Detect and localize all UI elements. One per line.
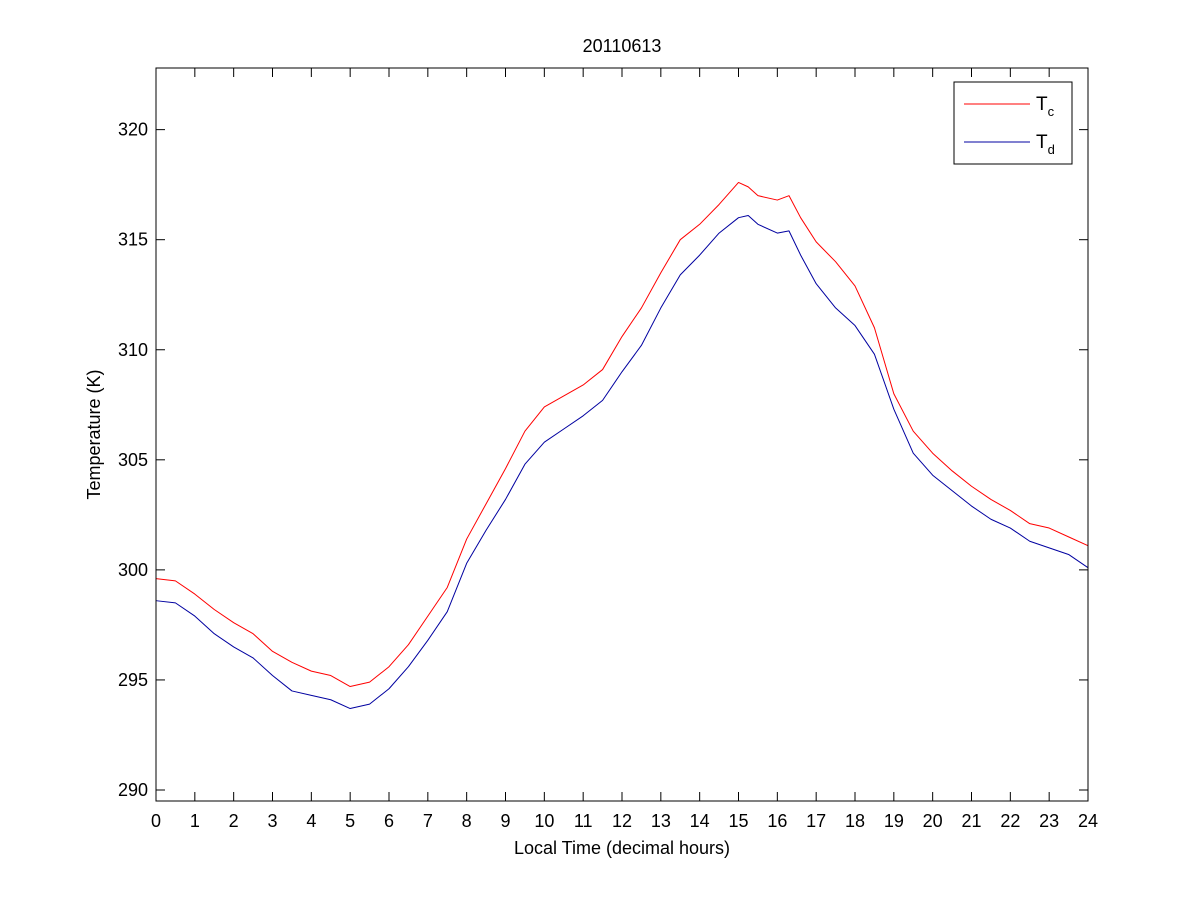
x-tick-label: 13 xyxy=(651,811,671,831)
x-tick-label: 12 xyxy=(612,811,632,831)
legend-label-tc: Tc xyxy=(1036,94,1055,119)
legend-box xyxy=(953,81,1073,165)
y-tick-label: 315 xyxy=(118,230,148,250)
plot-area xyxy=(156,68,1088,801)
x-tick-label: 19 xyxy=(884,811,904,831)
legend-label-td-main: T xyxy=(1036,132,1048,153)
x-tick-label: 9 xyxy=(500,811,510,831)
x-tick-label: 23 xyxy=(1039,811,1059,831)
ticks-layer: 0 1 2 3 4 5 6 7 8 9 10 11 12 13 14 15 16 17 18 19 20 21 22 23 24… xyxy=(118,68,1098,831)
y-tick-label: 300 xyxy=(118,560,148,580)
legend-label-td-sub: d xyxy=(1048,142,1055,157)
x-tick-label: 10 xyxy=(534,811,554,831)
x-axis-label: Local Time (decimal hours) xyxy=(514,838,730,858)
x-tick-label: 17 xyxy=(806,811,826,831)
x-tick-label: 16 xyxy=(767,811,787,831)
x-tick-label: 4 xyxy=(306,811,316,831)
legend-label-tc-sub: c xyxy=(1048,104,1055,119)
chart-title: 20110613 xyxy=(583,36,662,56)
legend-label-td: Td xyxy=(1036,132,1055,157)
x-tick-label: 7 xyxy=(423,811,433,831)
x-tick-label: 5 xyxy=(345,811,355,831)
x-tick-label: 1 xyxy=(190,811,200,831)
x-tick-label: 11 xyxy=(574,811,593,831)
y-tick-label: 295 xyxy=(118,670,148,690)
series-line-td xyxy=(155,214,1089,710)
x-tick-label: 3 xyxy=(267,811,277,831)
y-tick-label: 310 xyxy=(118,340,148,360)
legend-label-tc-main: T xyxy=(1036,94,1048,115)
x-tick-label: 24 xyxy=(1078,811,1098,831)
x-tick-label: 0 xyxy=(151,811,161,831)
series-layer xyxy=(155,181,1089,710)
y-tick-label: 290 xyxy=(118,780,148,800)
x-tick-label: 20 xyxy=(923,811,943,831)
x-tick-label: 22 xyxy=(1000,811,1020,831)
x-tick-label: 15 xyxy=(728,811,748,831)
y-axis-label: Temperature (K) xyxy=(84,369,104,499)
x-tick-label: 18 xyxy=(845,811,865,831)
y-tick-label: 305 xyxy=(118,450,148,470)
x-tick-label: 14 xyxy=(690,811,710,831)
x-tick-label: 6 xyxy=(384,811,394,831)
series-line-tc xyxy=(155,181,1089,688)
legend: Tc Td xyxy=(953,81,1073,165)
x-tick-label: 2 xyxy=(229,811,239,831)
y-tick-label: 320 xyxy=(118,120,148,140)
x-tick-label: 21 xyxy=(961,811,981,831)
x-tick-label: 8 xyxy=(462,811,472,831)
